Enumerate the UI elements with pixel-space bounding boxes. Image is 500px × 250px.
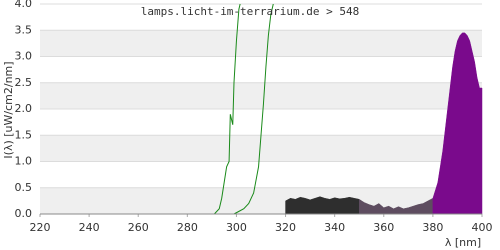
plot-area xyxy=(213,4,483,215)
x-tick-label: 400 xyxy=(472,221,493,234)
x-tick-label: 220 xyxy=(30,221,51,234)
y-tick-label: 0.0 xyxy=(15,207,33,220)
y-tick-label: 2.5 xyxy=(15,76,33,89)
spectrum-line xyxy=(233,4,274,215)
grid-band xyxy=(40,56,482,83)
y-tick-label: 1.0 xyxy=(15,155,33,168)
x-tick-label: 240 xyxy=(79,221,100,234)
x-tick-label: 320 xyxy=(275,221,296,234)
y-tick-label: 1.5 xyxy=(15,128,33,141)
y-tick-label: 3.0 xyxy=(15,50,33,63)
x-tick-label: 300 xyxy=(226,221,247,234)
grid-bands xyxy=(40,3,482,215)
spectrum-area xyxy=(432,32,483,215)
y-tick-label: 4.0 xyxy=(15,0,33,10)
grid-band xyxy=(40,4,482,31)
x-tick-label: 260 xyxy=(128,221,149,234)
x-tick-label: 280 xyxy=(177,221,198,234)
y-tick-label: 0.5 xyxy=(15,181,33,194)
y-tick-label: 3.5 xyxy=(15,23,33,36)
x-axis-label: λ [nm] xyxy=(445,236,481,249)
x-tick-label: 380 xyxy=(422,221,443,234)
grid-band xyxy=(40,82,482,109)
y-axis-label: I(λ) [uW/cm2/nm] xyxy=(2,61,15,158)
y-tick-label: 2.0 xyxy=(15,102,33,115)
x-tick-label: 360 xyxy=(373,221,394,234)
grid-band xyxy=(40,161,482,188)
spectrum-area xyxy=(285,196,360,215)
spectrum-area xyxy=(358,197,434,215)
spectrum-line xyxy=(213,4,241,215)
grid-band xyxy=(40,30,482,57)
x-tick-label: 340 xyxy=(324,221,345,234)
chart-title: lamps.licht-im-terrarium.de > 548 xyxy=(141,5,360,18)
